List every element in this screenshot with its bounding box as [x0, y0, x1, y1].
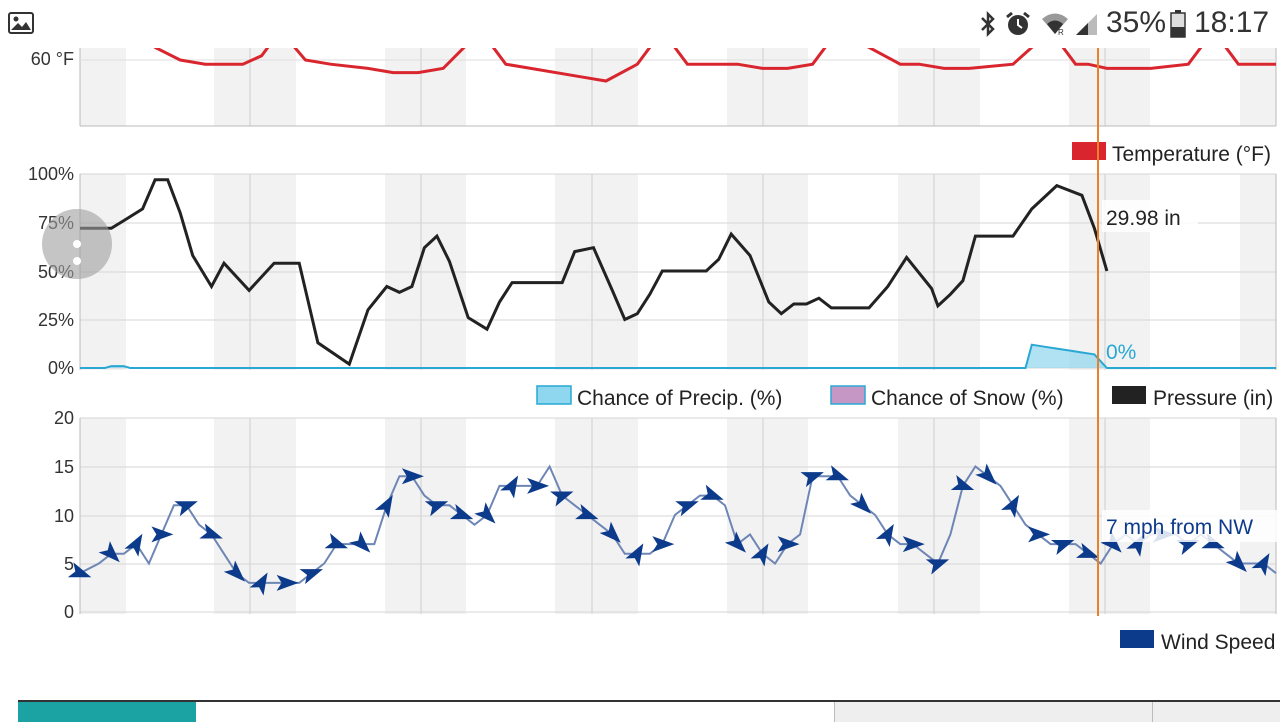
wind-direction-arrow: [474, 502, 496, 524]
wind-direction-arrow: [777, 536, 800, 553]
temperature-legend-label[interactable]: Temperature (°F): [1112, 143, 1271, 166]
svg-text:R: R: [1058, 28, 1064, 36]
wind-direction-arrow: [975, 463, 997, 485]
wind-direction-arrow: [374, 494, 393, 518]
wind-direction-arrow: [1075, 542, 1100, 558]
bluetooth-icon: [981, 10, 995, 38]
night-band-temp-4: [727, 48, 808, 126]
wind-direction-arrow: [1050, 539, 1075, 556]
bottom-button-1[interactable]: [834, 702, 1153, 722]
wind-direction-arrow: [349, 531, 371, 553]
status-bar: R 35% 18:17: [0, 0, 1280, 48]
forecast-chart-svg[interactable]: 60 °F Temperature (°F) 100% 75% 50% 25% …: [0, 48, 1280, 698]
wind-direction-arrow: [652, 536, 675, 553]
wind-direction-arrow: [249, 572, 268, 596]
battery-icon: [1170, 10, 1186, 38]
precip-legend-swatch: [536, 385, 572, 405]
wind-direction-arrow: [500, 475, 519, 499]
battery-percent: 35%: [1106, 6, 1167, 39]
pressure-tick-0: 0%: [48, 358, 74, 378]
wind-direction-arrow: [174, 501, 198, 517]
precip-series-line: [80, 343, 1276, 369]
wind-direction-arrow: [750, 543, 769, 567]
temperature-legend-swatch: [1072, 142, 1106, 160]
wind-direction-arrow: [449, 504, 474, 520]
bottom-toolbar: [18, 700, 1280, 722]
wind-readout-bg: [1102, 510, 1278, 542]
wind-direction-arrow: [223, 560, 245, 582]
precip-series-area: [80, 344, 1276, 368]
wind-direction-arrow: [599, 521, 621, 543]
wind-direction-arrow: [276, 574, 299, 591]
night-band-temp-5: [898, 48, 980, 126]
pressure-legend-swatch: [1112, 386, 1146, 404]
night-band-temp-6: [1069, 48, 1150, 126]
image-icon: [8, 12, 34, 34]
wind-direction-arrow: [550, 491, 574, 507]
wind-direction-arrow: [124, 533, 143, 557]
wind-direction-arrow: [724, 531, 746, 553]
wind-direction-arrow: [925, 559, 950, 575]
wind-direction-arrow: [950, 474, 975, 491]
wind-direction-arrow: [849, 492, 872, 514]
wind-direction-arrow: [1225, 550, 1247, 572]
alarm-icon: [1006, 11, 1030, 35]
wind-direction-arrow: [700, 484, 724, 500]
wind-direction-arrow: [875, 524, 894, 548]
wind-legend-label[interactable]: Wind Speed: [1161, 631, 1275, 654]
wind-tick-15: 15: [54, 457, 74, 477]
pressure-readout-bg: [1102, 200, 1198, 232]
precip-legend-label[interactable]: Chance of Precip. (%): [577, 387, 782, 410]
precip-readout: 0%: [1106, 341, 1136, 364]
wind-direction-arrow: [401, 468, 424, 485]
wind-readout: 7 mph from NW: [1106, 516, 1253, 539]
wind-direction-arrow: [625, 543, 644, 567]
wind-direction-arrow: [324, 533, 348, 549]
wind-direction-arrow: [527, 477, 550, 494]
wind-direction-arrow: [67, 562, 92, 578]
wind-direction-arrow: [98, 541, 120, 563]
wind-direction-arrow: [424, 501, 449, 517]
wind-direction-arrow: [1251, 553, 1270, 577]
night-band-temp-3: [555, 48, 638, 126]
pressure-tick-25: 25%: [38, 310, 74, 330]
clock-time: 18:17: [1194, 6, 1270, 39]
wind-direction-arrow: [1176, 539, 1200, 556]
pressure-series-line: [80, 178, 1109, 367]
wind-direction-arrow: [299, 569, 323, 585]
night-band-temp-1: [214, 48, 296, 126]
pressure-legend-label[interactable]: Pressure (in): [1153, 387, 1273, 410]
wind-tick-10: 10: [54, 506, 74, 526]
zoom-handle-dot-top: [73, 240, 81, 248]
wind-direction-arrow: [151, 526, 174, 543]
zoom-handle-dot-bottom: [73, 257, 81, 265]
wind-direction-arrow: [575, 504, 599, 520]
wind-direction-arrow: [800, 472, 824, 488]
wind-direction-arrow: [199, 523, 223, 539]
temperature-series-line: [153, 48, 1276, 83]
night-shading: [80, 48, 1276, 614]
pressure-tick-100: 100%: [28, 164, 74, 184]
chart-series: [67, 48, 1277, 596]
wind-direction-arrow: [825, 465, 849, 481]
signal-icon: [1076, 14, 1097, 35]
temperature-tick-label: 60 °F: [31, 49, 74, 69]
snow-legend-swatch: [830, 385, 866, 405]
wind-tick-0: 0: [64, 602, 74, 622]
wifi-icon: R: [1042, 13, 1068, 36]
night-band-temp-7: [1240, 48, 1276, 126]
wind-direction-arrow: [1001, 494, 1019, 518]
wind-tick-20: 20: [54, 408, 74, 428]
bottom-button-2[interactable]: [1152, 702, 1280, 722]
pressure-readout: 29.98 in: [1106, 207, 1181, 230]
wind-direction-arrow: [1028, 526, 1051, 543]
wind-direction-arrow: [902, 536, 925, 553]
forecast-charts[interactable]: 60 °F Temperature (°F) 100% 75% 50% 25% …: [0, 48, 1280, 698]
wind-legend-swatch: [1120, 630, 1154, 648]
snow-legend-label[interactable]: Chance of Snow (%): [871, 387, 1064, 410]
wind-direction-arrow: [675, 501, 699, 517]
bottom-tab-active[interactable]: [18, 702, 196, 722]
night-band-temp-0: [80, 48, 126, 126]
wind-tick-5: 5: [64, 554, 74, 574]
